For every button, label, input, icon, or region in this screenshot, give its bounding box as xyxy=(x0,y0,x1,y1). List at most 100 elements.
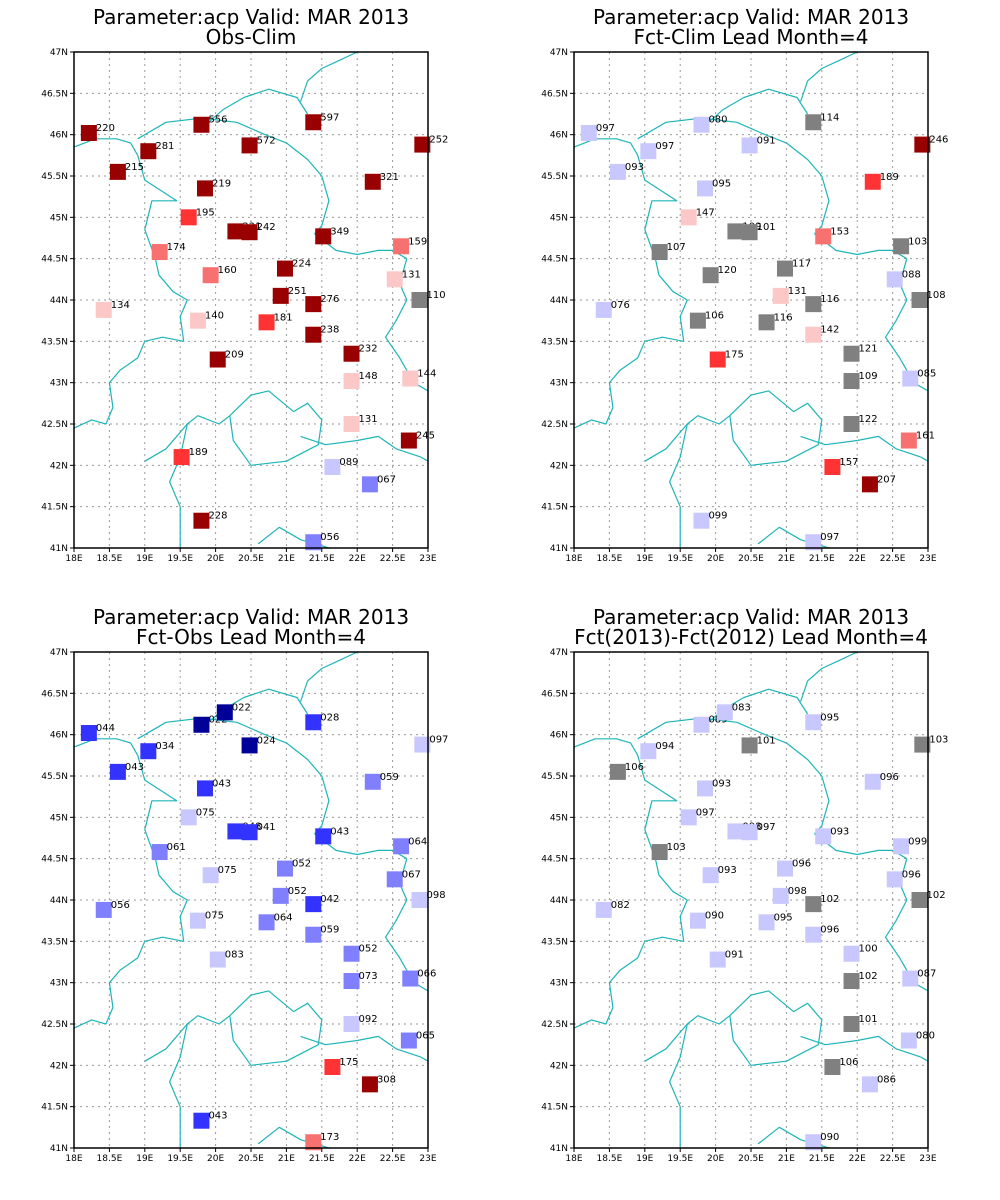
station-value-label: 075 xyxy=(205,911,224,922)
x-tick-label: 23E xyxy=(419,554,436,564)
station-marker xyxy=(402,970,419,987)
y-tick-label: 47N xyxy=(50,48,68,58)
station-value-label: 093 xyxy=(712,778,731,789)
station-value-label: 131 xyxy=(788,286,807,297)
border-line xyxy=(300,1035,429,1062)
x-tick-label: 18.5E xyxy=(97,1154,123,1164)
x-tick-label: 23E xyxy=(919,554,936,564)
station-value-label: 061 xyxy=(167,842,186,853)
x-tick-label: 21.5E xyxy=(809,554,835,564)
station-value-label: 157 xyxy=(839,457,858,468)
station-value-label: 097 xyxy=(696,807,715,818)
station-marker xyxy=(680,209,697,226)
border-line xyxy=(669,1023,688,1148)
station-value-label: 076 xyxy=(611,300,630,311)
y-tick-label: 44.5N xyxy=(541,855,568,865)
station-marker xyxy=(411,292,428,308)
station-value-label: 189 xyxy=(880,172,899,183)
station-value-label: 102 xyxy=(859,971,878,982)
station-marker xyxy=(227,223,244,240)
station-marker xyxy=(305,534,322,551)
y-tick-label: 42N xyxy=(550,461,568,471)
station-marker xyxy=(305,114,322,131)
station-value-label: 219 xyxy=(212,178,231,189)
y-tick-label: 42.5N xyxy=(41,420,68,430)
x-tick-label: 18E xyxy=(565,554,582,564)
station-marker xyxy=(693,716,710,733)
border-line xyxy=(800,651,858,702)
station-marker xyxy=(893,838,910,855)
station-marker xyxy=(343,1016,360,1032)
station-value-label: 090 xyxy=(705,911,724,922)
station-marker xyxy=(772,287,789,304)
x-tick-label: 22E xyxy=(849,1154,866,1164)
station-value-label: 556 xyxy=(208,115,227,126)
station-marker xyxy=(393,238,410,255)
x-tick-label: 18.5E xyxy=(97,554,123,564)
station-value-label: 097 xyxy=(757,822,776,833)
station-value-label: 093 xyxy=(718,865,737,876)
station-marker xyxy=(386,871,403,888)
border-line xyxy=(573,138,688,429)
y-tick-label: 43N xyxy=(50,979,68,989)
station-marker xyxy=(805,534,822,551)
station-marker xyxy=(843,345,860,362)
station-marker xyxy=(189,912,206,929)
station-value-label: 096 xyxy=(820,925,839,936)
station-marker xyxy=(364,173,381,190)
station-marker xyxy=(400,1032,417,1049)
station-marker xyxy=(414,736,431,753)
station-value-label: 083 xyxy=(225,950,244,961)
station-marker xyxy=(241,824,258,841)
station-marker xyxy=(815,828,832,845)
station-value-label: 181 xyxy=(274,312,293,323)
station-marker xyxy=(815,228,832,245)
station-marker xyxy=(202,867,219,884)
station-marker xyxy=(324,458,341,475)
y-tick-label: 41.5N xyxy=(41,1103,68,1113)
station-value-label: 095 xyxy=(774,912,793,923)
station-value-label: 064 xyxy=(408,836,427,847)
station-marker xyxy=(864,173,881,190)
station-value-label: 095 xyxy=(712,178,731,189)
x-tick-label: 21E xyxy=(278,554,295,564)
border-line xyxy=(800,435,929,462)
station-value-label: 066 xyxy=(417,969,436,980)
panel-title: Parameter:acp Valid: MAR 2013 xyxy=(93,5,409,29)
station-marker xyxy=(189,312,206,329)
panel-subtitle: Obs-Clim xyxy=(206,25,297,49)
station-value-label: 067 xyxy=(402,869,421,880)
station-value-label: 159 xyxy=(408,236,427,247)
x-tick-label: 18E xyxy=(65,554,82,564)
station-value-label: 082 xyxy=(611,900,630,911)
station-value-label: 092 xyxy=(359,1014,378,1025)
x-tick-label: 20E xyxy=(207,554,224,564)
station-marker xyxy=(343,345,360,362)
station-value-label: 195 xyxy=(196,207,215,218)
station-value-label: 238 xyxy=(320,325,339,336)
station-marker xyxy=(580,125,597,142)
y-tick-label: 42N xyxy=(550,1061,568,1071)
x-tick-label: 18.5E xyxy=(597,554,623,564)
border-line xyxy=(169,423,188,548)
y-tick-label: 44N xyxy=(50,896,68,906)
border-line xyxy=(144,415,231,462)
station-marker xyxy=(258,314,275,331)
y-tick-label: 45.5N xyxy=(541,172,568,182)
station-value-label: 106 xyxy=(625,762,644,773)
station-marker xyxy=(805,896,822,913)
panel-subtitle: Fct-Obs Lead Month=4 xyxy=(136,625,366,649)
station-value-label: 131 xyxy=(402,269,421,280)
station-marker xyxy=(914,736,931,753)
station-marker xyxy=(80,725,97,742)
border-line xyxy=(144,1015,231,1062)
station-value-label: 102 xyxy=(820,894,839,905)
station-value-label: 043 xyxy=(125,762,144,773)
station-value-label: 252 xyxy=(429,135,448,146)
station-value-label: 041 xyxy=(257,822,276,833)
station-marker xyxy=(843,416,860,432)
station-marker xyxy=(343,416,360,432)
station-marker xyxy=(900,1032,917,1049)
station-marker xyxy=(414,136,431,153)
y-tick-label: 41N xyxy=(50,1144,68,1154)
